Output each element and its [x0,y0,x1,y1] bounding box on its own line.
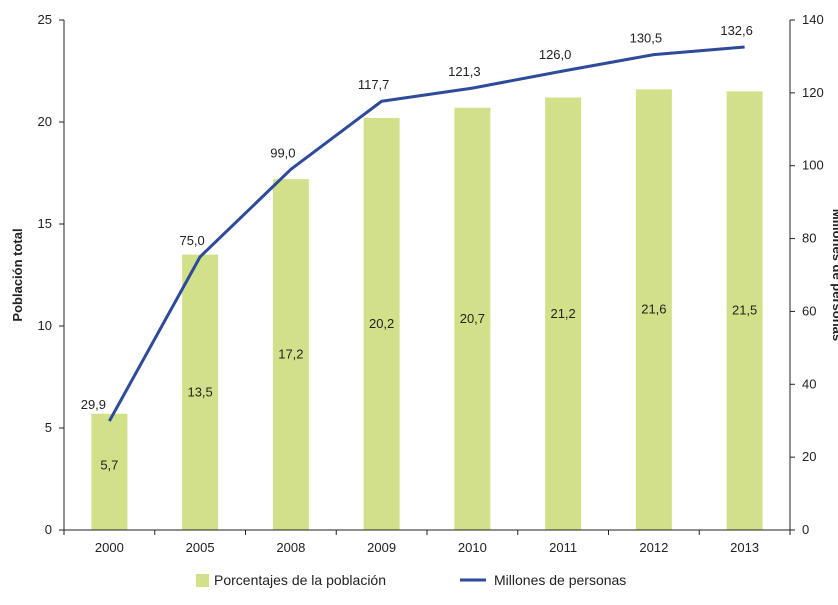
legend: Porcentajes de la población Millones de p… [196,572,626,588]
y2-axis-title: Millones de personas [830,209,838,341]
y-tick-label: 15 [38,216,52,231]
bar-value-label: 21,6 [641,302,666,317]
y2-tick-label: 100 [802,158,824,173]
line-value-label: 99,0 [270,145,295,160]
line-value-label: 132,6 [720,23,753,38]
y-tick-label: 0 [45,522,52,537]
y2-tick-label: 80 [802,231,816,246]
x-tick-label: 2005 [186,540,215,555]
bar-2011 [545,97,582,531]
legend-swatch-bar [196,574,209,587]
y-tick-label: 25 [38,12,52,27]
y-tick-label: 5 [45,420,52,435]
x-tick-label: 2010 [458,540,487,555]
y2-tick-label: 20 [802,449,816,464]
bar-value-label: 13,5 [187,384,212,399]
bar-value-label: 20,7 [460,311,485,326]
y2-tick-label: 40 [802,376,816,391]
x-tick-label: 2008 [276,540,305,555]
line-value-label: 130,5 [630,31,663,46]
bar-value-label: 17,2 [278,347,303,362]
y-tick-label: 10 [38,318,52,333]
y-axis-title: Población total [10,228,25,321]
line-value-label: 121,3 [448,64,481,79]
bars-group [91,89,763,531]
bar-value-label: 21,2 [550,306,575,321]
y2-tick-label: 0 [802,522,809,537]
legend-label-bar: Porcentajes de la población [214,572,386,588]
legend-label-line: Millones de personas [494,572,626,588]
line-millones-de-personas [108,45,745,422]
bar-2000 [91,413,128,530]
axes-group: 2000 2005 2008 2009 2010 2011 2012 2013 0 5 10 15 20… [10,12,838,555]
y2-tick-label: 140 [802,12,824,27]
x-tick-label: 2011 [549,540,577,555]
y2-tick-label: 120 [802,85,824,100]
bar-value-label: 5,7 [100,458,118,473]
x-tick-label: 2012 [639,540,668,555]
bar-2013 [726,91,763,531]
x-tick-label: 2009 [367,540,396,555]
x-tick-label: 2013 [730,540,759,555]
bar-2009 [363,117,400,531]
x-tick-label: 2000 [95,540,124,555]
y-tick-label: 20 [38,114,52,129]
labels-group: 29,9 75,0 99,0 117,7 121,3 126,0 130,5 132,6 5,7… [81,23,758,473]
line-group [108,45,745,422]
bar-2010 [454,107,491,530]
y2-tick-label: 60 [802,303,816,318]
bar-value-label: 21,5 [732,303,757,318]
line-value-label: 29,9 [81,397,106,412]
line-value-label: 126,0 [539,47,572,62]
bar-2012 [635,89,672,531]
bar-2005 [182,254,219,530]
line-value-label: 117,7 [358,77,390,92]
bar-value-label: 20,2 [369,316,394,331]
line-value-label: 75,0 [179,233,204,248]
bar-2008 [272,179,309,530]
